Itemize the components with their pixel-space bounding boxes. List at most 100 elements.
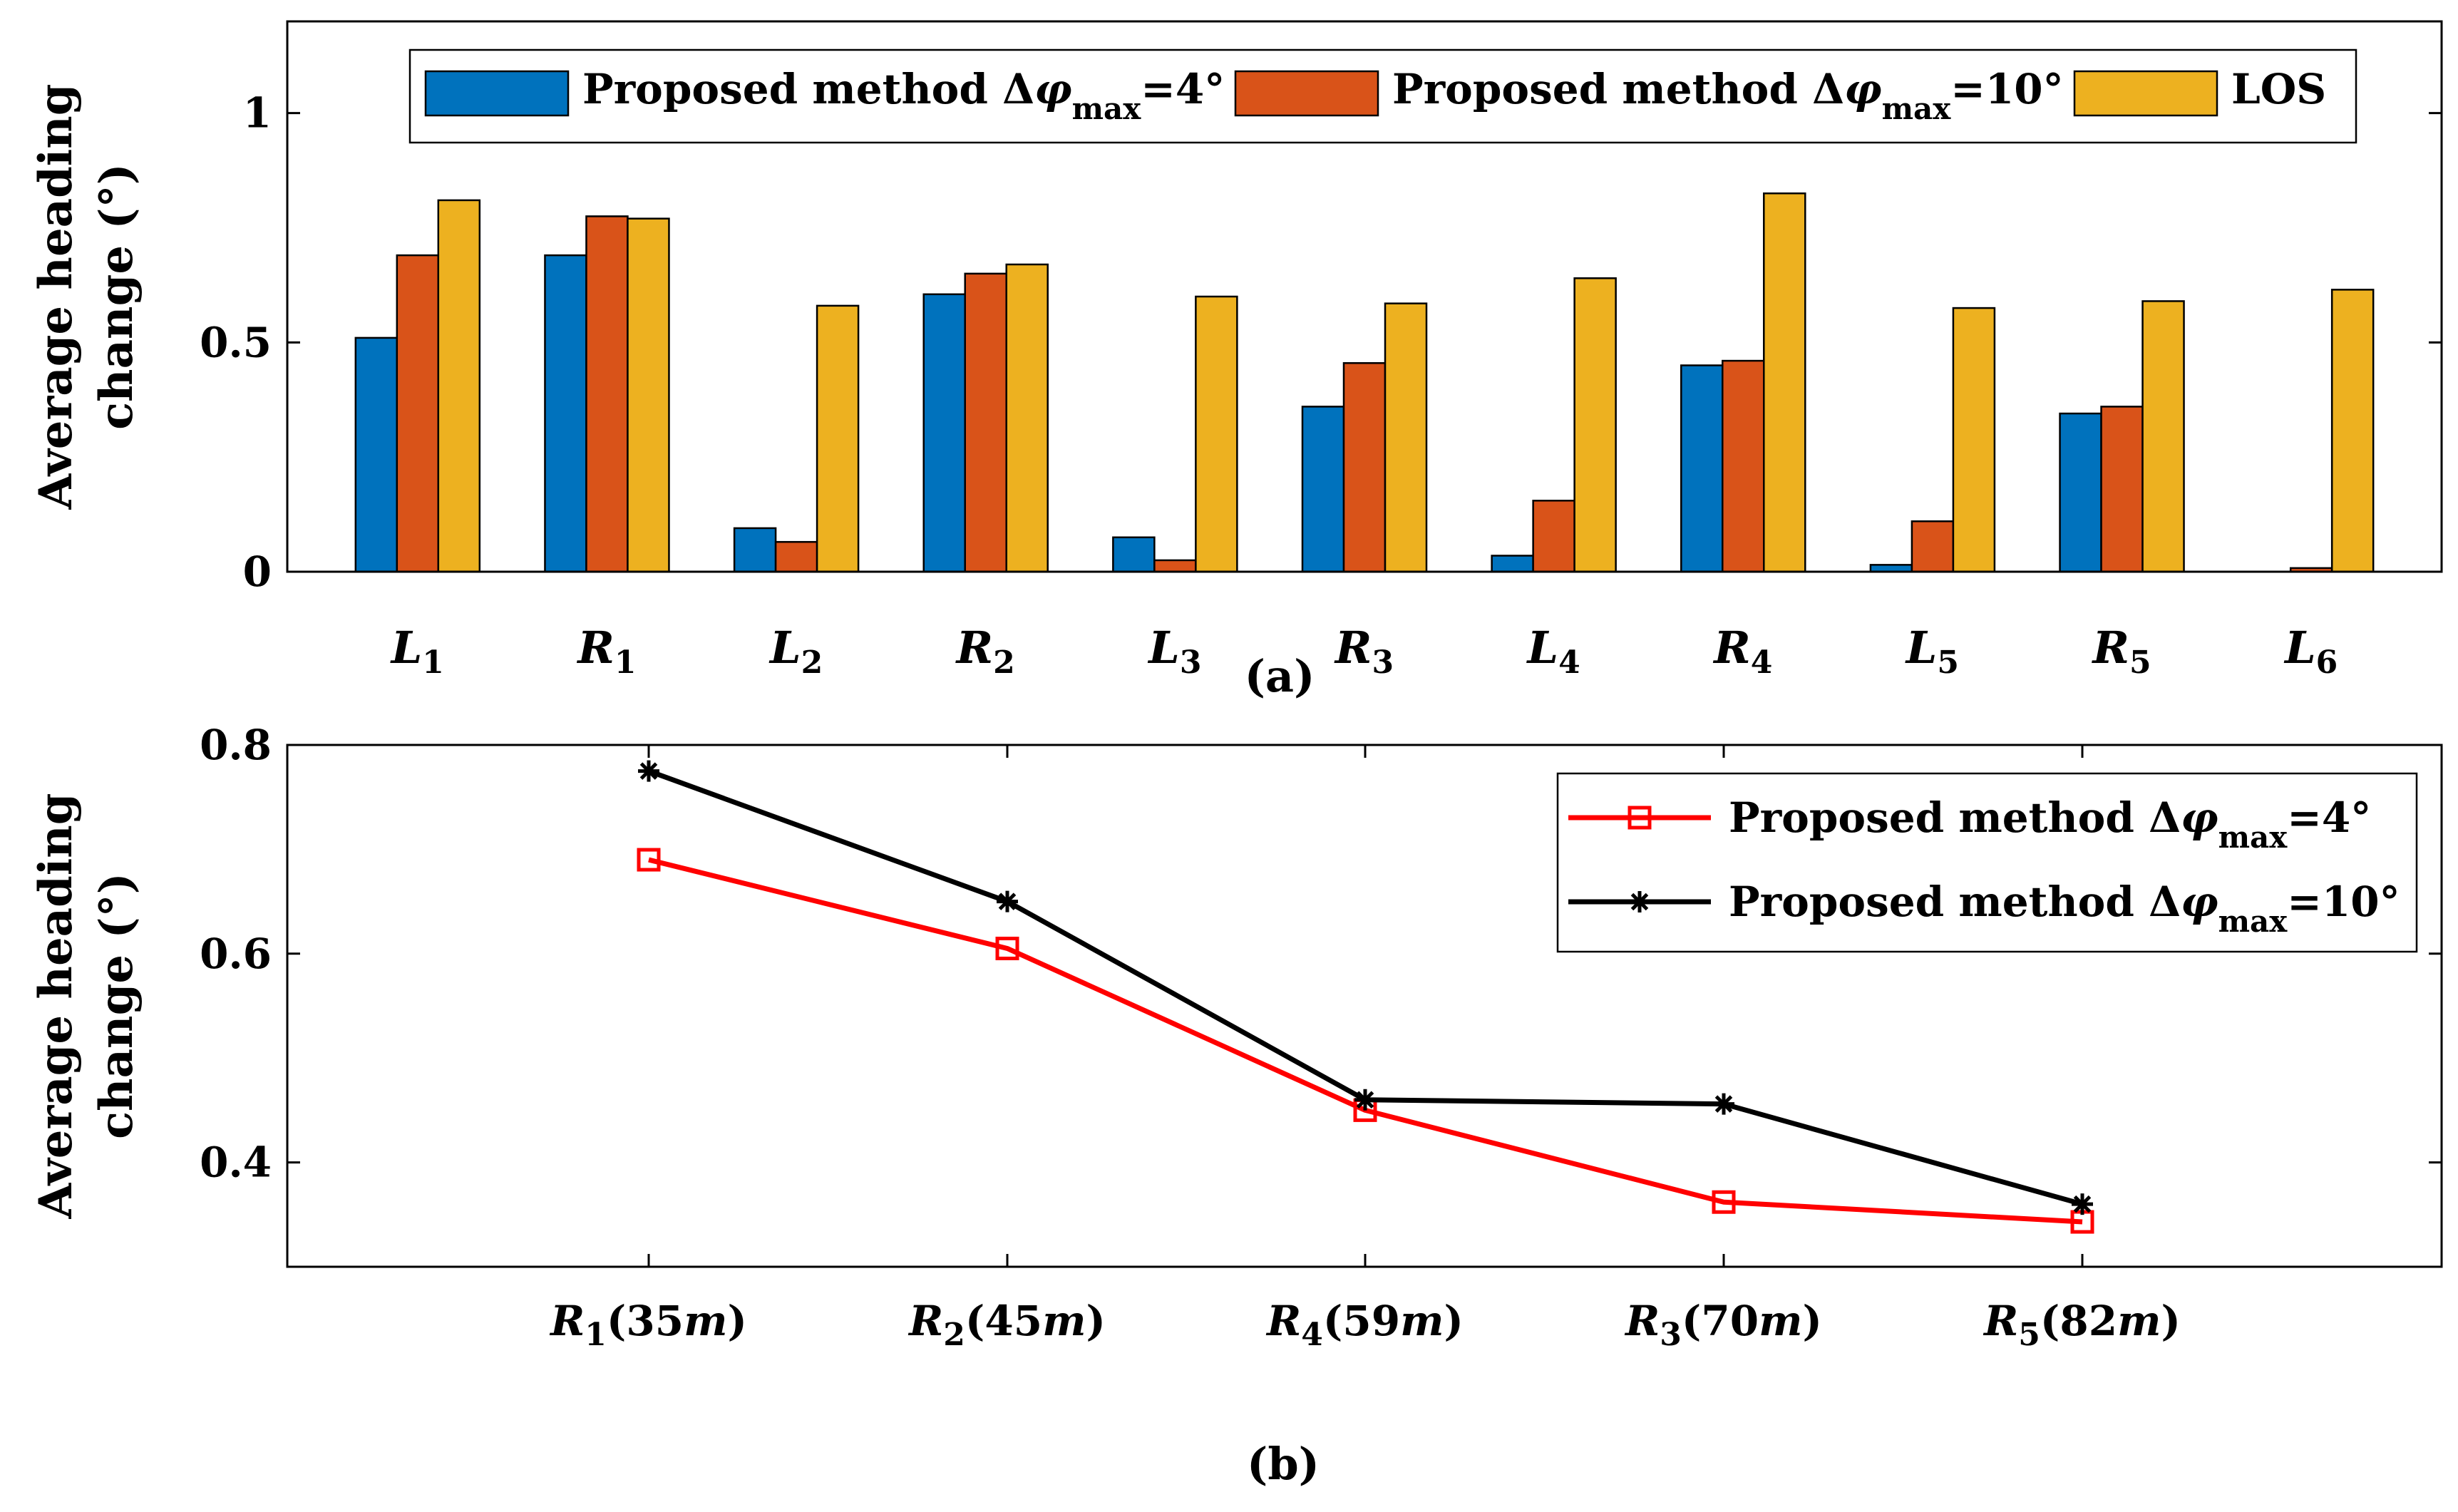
x-tick-label: R3(70m)	[1624, 1297, 1822, 1353]
y-tick-label: 0.5	[200, 318, 272, 366]
bar-1-L3	[1112, 536, 1156, 573]
legend-label-2: Proposed method Δφmax=10°	[1729, 878, 2400, 939]
bar-2-R2	[964, 272, 1007, 573]
x-tick-close: )	[727, 1297, 746, 1345]
legend-phi: φ	[2181, 793, 2218, 842]
panel-a-bars	[354, 192, 2375, 573]
legend-label-3: LOS	[2231, 65, 2326, 113]
x-tick-subscript: 4	[1558, 644, 1580, 681]
x-tick-unit: m	[684, 1297, 727, 1345]
x-tick-label: R5(82m)	[1983, 1297, 2181, 1353]
x-tick-label: R4	[1712, 622, 1772, 681]
legend-label-main: Proposed method Δ	[582, 65, 1034, 113]
data-point-2-4	[1713, 1093, 1734, 1115]
bar-1-L2	[733, 527, 777, 573]
legend-swatch-3	[2073, 70, 2218, 117]
x-tick-close: )	[1444, 1297, 1463, 1345]
legend-subscript: max	[1072, 91, 1142, 126]
bar-2-R5	[2100, 406, 2144, 573]
legend-label-main: LOS	[2231, 65, 2326, 113]
x-tick-unit: m	[1400, 1297, 1444, 1345]
x-tick-letter: R	[2091, 622, 2129, 674]
bar-1-R3	[1301, 406, 1345, 573]
legend-swatch-2	[1234, 70, 1379, 117]
x-tick-letter: R	[576, 622, 614, 674]
x-tick-subscript: 3	[1372, 644, 1394, 681]
asterisk-stroke	[1356, 1091, 1374, 1109]
bar-3-R3	[1384, 302, 1428, 573]
x-tick-distance: (70	[1682, 1297, 1759, 1345]
panel-b-x-tick-labels: R1(35m) R2(45m) R4(59m) R3(70m) R5(82m)	[549, 745, 2181, 1353]
legend-subscript: max	[2218, 904, 2288, 939]
legend-label-1: Proposed method Δφmax=4°	[1729, 793, 2371, 855]
x-tick-letter: L	[1905, 622, 1938, 674]
asterisk-stroke	[1714, 1095, 1733, 1113]
legend-marker-2	[1629, 891, 1650, 912]
x-tick-subscript: 4	[1751, 644, 1773, 681]
x-tick-letter: R	[955, 622, 994, 674]
x-tick-label: R4(59m)	[1265, 1297, 1464, 1353]
legend-label-main: Proposed method Δ	[1392, 65, 1844, 113]
x-tick-letter: R	[1265, 1297, 1301, 1345]
x-tick-distance: (35	[607, 1297, 684, 1345]
data-point-1-4	[1712, 1190, 1736, 1214]
x-tick-letter: L	[390, 622, 423, 674]
bar-2-R1	[585, 215, 629, 573]
x-tick-unit: m	[1759, 1297, 1802, 1345]
legend-label-2: Proposed method Δφmax=10°	[1392, 65, 2064, 126]
x-tick-label: L2	[768, 622, 823, 681]
x-tick-label: R2(45m)	[907, 1297, 1106, 1353]
y-tick-label: 0.4	[200, 1138, 272, 1187]
data-point-1-1	[637, 848, 661, 872]
legend-label-tail: =4°	[2287, 793, 2371, 842]
bar-1-R5	[2059, 412, 2102, 573]
legend-swatch-1	[424, 70, 570, 117]
x-tick-label: L5	[1905, 622, 1959, 681]
x-tick-close: )	[1086, 1297, 1105, 1345]
x-tick-label: R5	[2091, 622, 2151, 681]
bar-2-L4	[1532, 500, 1575, 573]
x-tick-subscript: 6	[2316, 644, 2338, 681]
panel-b-y-label-line2: change (°)	[90, 873, 143, 1139]
legend-subscript: max	[2218, 820, 2288, 855]
panel-a-y-ticks: 00.51	[200, 89, 2442, 596]
legend-label-tail: =4°	[1141, 65, 1225, 113]
legend-label-1: Proposed method Δφmax=4°	[582, 65, 1225, 126]
panel-a-axes-box	[286, 20, 2443, 573]
y-tick-label: 1	[243, 89, 272, 138]
bar-1-L1	[354, 336, 398, 573]
x-tick-label: R1	[576, 622, 636, 681]
bar-3-L5	[1952, 307, 1996, 573]
bar-2-R3	[1342, 362, 1387, 573]
legend-phi: φ	[1844, 65, 1881, 113]
x-tick-subscript: 5	[1937, 644, 1959, 681]
bar-2-R4	[1722, 359, 1765, 573]
x-tick-unit: m	[2117, 1297, 2161, 1345]
x-tick-distance: (45	[965, 1297, 1042, 1345]
x-tick-label: L3	[1147, 622, 1201, 681]
bar-3-L6	[2330, 289, 2375, 573]
bar-1-L4	[1491, 555, 1534, 573]
x-tick-subscript: 2	[801, 644, 823, 681]
x-tick-label: L1	[390, 622, 444, 681]
bar-1-R2	[922, 293, 966, 573]
legend-label-tail: =10°	[2287, 878, 2400, 926]
x-tick-label: L6	[2283, 622, 2338, 681]
bar-2-L1	[396, 254, 440, 573]
legend-phi: φ	[2181, 878, 2218, 926]
y-tick-label: 0.6	[200, 930, 272, 978]
x-tick-unit: m	[1042, 1297, 1086, 1345]
data-point-2-5	[2072, 1193, 2093, 1215]
bar-3-L1	[437, 199, 481, 573]
panel-b-y-ticks: 0.4 0.6 0.8	[200, 721, 2442, 1187]
panel-a-y-label-line1: Average heading	[29, 84, 83, 510]
bar-2-L2	[774, 540, 818, 573]
legend-marker-1	[1627, 806, 1652, 830]
x-tick-label: R3	[1334, 622, 1394, 681]
x-tick-subscript: 1	[585, 1317, 607, 1353]
legend-box	[1556, 772, 2418, 953]
x-tick-close: )	[2161, 1297, 2180, 1345]
bar-3-L3	[1195, 295, 1238, 573]
x-tick-subscript: 2	[993, 644, 1015, 681]
x-tick-letter: R	[1983, 1297, 2018, 1345]
